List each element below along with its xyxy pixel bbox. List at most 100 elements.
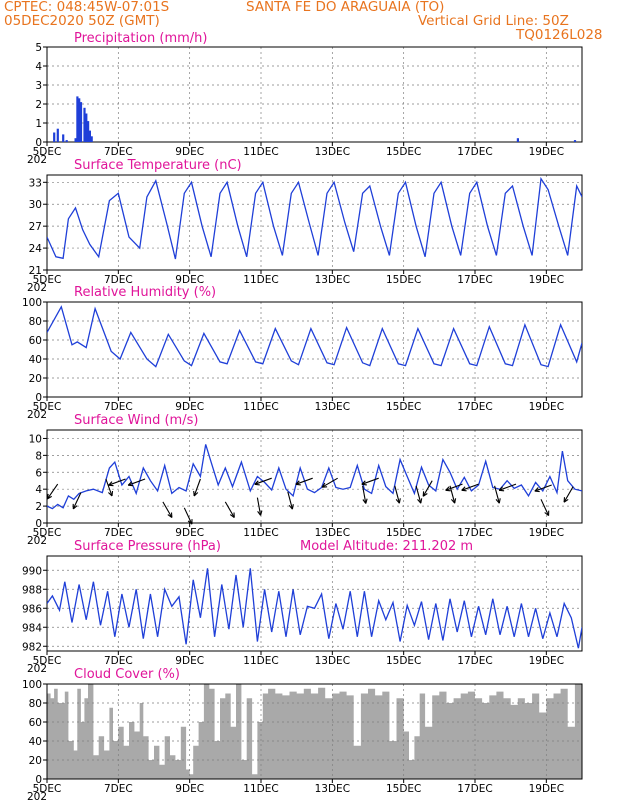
- x-tick-label: 11DEC: [243, 274, 278, 286]
- y-tick-label: 33: [29, 177, 42, 189]
- panel-frame: [46, 46, 583, 143]
- panel-title: Surface Pressure (hPa): [74, 539, 221, 554]
- x-tick-label: 13DEC: [315, 401, 350, 413]
- wind-arrow-shaft: [321, 477, 338, 488]
- header-run: 05DEC2020 50Z (GMT): [4, 13, 160, 29]
- y-tick-label: 40: [29, 736, 42, 748]
- panel-subtitle: Model Altitude: 211.202 m: [300, 539, 473, 554]
- wind-arrow-shaft: [162, 501, 173, 518]
- x-tick-label: 13DEC: [315, 146, 350, 158]
- x-tick-label: 13DEC: [315, 274, 350, 286]
- wind-arrow-shaft: [105, 478, 113, 497]
- wind-arrow-head: [187, 520, 193, 525]
- wind-arrow-head: [167, 514, 173, 518]
- rh-line: [47, 305, 582, 368]
- wind-arrow: [108, 478, 126, 487]
- wind-arrow-head: [193, 490, 195, 497]
- x-tick-label: 11DEC: [243, 401, 278, 413]
- wind-arrow-head: [72, 505, 78, 510]
- y-tick-label: 60: [29, 717, 42, 729]
- y-tick-label: 10: [29, 433, 42, 445]
- x-tick-label: 19DEC: [529, 655, 564, 667]
- wind-arrow-head: [422, 493, 428, 497]
- x-year-fragment: 202: [27, 663, 47, 675]
- panel-frame: [46, 174, 583, 271]
- x-tick-label: 17DEC: [457, 274, 492, 286]
- y-tick-label: 2: [35, 501, 42, 513]
- y-tick-label: 24: [29, 243, 43, 255]
- wind-arrow-shaft: [183, 507, 193, 525]
- wind-arrow-head: [534, 490, 540, 493]
- x-tick-label: 11DEC: [243, 783, 278, 795]
- y-tick-label: 60: [29, 335, 42, 347]
- x-tick-label: 7DEC: [104, 783, 133, 795]
- panel-pres: 982 984 986 988 990 5DEC 7DEC 9DEC 11DEC 13DEC 15D…: [22, 539, 583, 675]
- panel-temp: 21 24 27 30 33 5DEC 7DEC 9DEC 11DEC 13DEC 15DEC 17D…: [27, 158, 583, 294]
- header-location: SANTA FE DO ARAGUAIA (TO): [246, 0, 445, 15]
- x-tick-label: 7DEC: [104, 655, 133, 667]
- wind-arrow-head: [395, 499, 400, 504]
- y-tick-label: 20: [29, 373, 42, 385]
- y-tick-label: 0: [35, 137, 42, 149]
- wind-arrow: [494, 485, 501, 504]
- wind-arrow: [534, 484, 552, 493]
- wind-arrow-head: [498, 486, 503, 491]
- y-tick-label: 40: [29, 354, 42, 366]
- wind-arrow-shaft: [46, 483, 59, 500]
- x-tick-label: 5DEC: [33, 527, 62, 539]
- wind-arrow-head: [417, 499, 422, 504]
- wind-arrow-head: [46, 493, 49, 499]
- x-tick-label: 17DEC: [457, 783, 492, 795]
- x-tick-label: 19DEC: [529, 527, 564, 539]
- wind-arrow-head: [362, 499, 367, 504]
- wind-arrow-head: [461, 486, 466, 491]
- x-tick-label: 19DEC: [529, 783, 564, 795]
- panel-frame: [46, 429, 583, 524]
- wind-arrow-head: [398, 498, 401, 504]
- x-tick-label: 9DEC: [175, 401, 204, 413]
- wind-arrow: [362, 485, 368, 504]
- wind-arrow: [46, 483, 59, 500]
- wind-arrow: [563, 486, 574, 503]
- wind-arrow: [295, 477, 313, 486]
- x-tick-label: 17DEC: [457, 401, 492, 413]
- wind-arrow: [224, 501, 235, 518]
- wind-arrow: [256, 497, 263, 516]
- wind-arrow-head: [544, 512, 549, 517]
- y-tick-label: 20: [29, 755, 42, 767]
- x-tick-label: 19DEC: [529, 146, 564, 158]
- panel-frame: [46, 683, 583, 780]
- wind-arrow-head: [47, 495, 52, 500]
- y-tick-label: 4: [35, 61, 42, 73]
- wind-arrow-head: [291, 504, 294, 510]
- x-tick-label: 9DEC: [175, 274, 204, 286]
- wind-arrow-head: [229, 514, 235, 518]
- y-tick-label: 986: [22, 603, 42, 615]
- wind-arrow-shaft: [128, 478, 146, 486]
- x-tick-label: 13DEC: [315, 783, 350, 795]
- wind-arrow-head: [498, 498, 501, 504]
- y-tick-label: 990: [22, 565, 42, 577]
- header-model-code: TQ0126L028: [516, 27, 603, 43]
- wind-arrow-shaft: [394, 485, 400, 504]
- precip-bar: [573, 140, 577, 142]
- y-tick-label: 21: [29, 265, 42, 277]
- y-tick-label: 27: [29, 221, 42, 233]
- wind-arrow-head: [295, 480, 300, 485]
- precip-bar: [90, 136, 93, 142]
- y-tick-label: 4: [35, 484, 42, 496]
- wind-arrow-head: [111, 490, 114, 497]
- wind-arrow-shaft: [295, 477, 313, 485]
- panel-rh: 0 20 40 60 80 100 5DEC 7DEC 9DEC 11DEC 13DEC 15DEC 1…: [22, 285, 583, 421]
- x-tick-label: 5DEC: [33, 146, 62, 158]
- panel-frame: [46, 301, 583, 398]
- wind-arrow-head: [563, 498, 569, 503]
- wind-arrow-shaft: [254, 477, 272, 485]
- y-tick-label: 984: [22, 622, 42, 634]
- panel-title: Relative Humidity (%): [74, 285, 216, 300]
- wind-arrow-head: [321, 482, 326, 488]
- wind-arrow-head: [257, 510, 262, 516]
- x-tick-label: 9DEC: [175, 527, 204, 539]
- precip-bar: [88, 130, 91, 142]
